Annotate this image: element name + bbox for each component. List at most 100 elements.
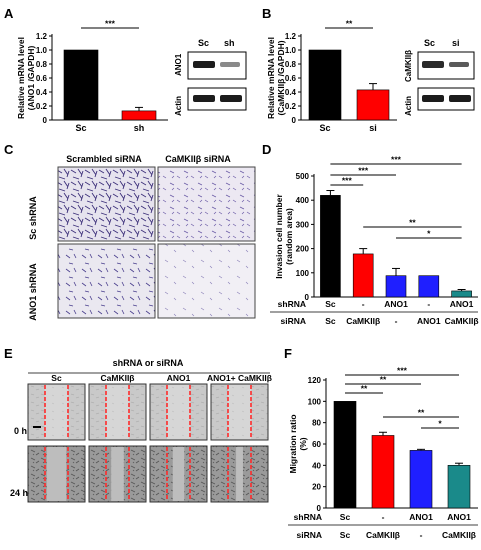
chart-d-tick-label: 400	[296, 196, 310, 205]
panel-f-shrna-value: ANO1	[409, 512, 433, 522]
panel-e-col-label: ANO1+ CaMKIIβ	[207, 373, 272, 383]
chart-a-ylabel-line2: (ANO1 /GAPDH)	[26, 45, 36, 110]
chart-f-bar	[333, 401, 357, 509]
chart-f-tick-label: 100	[308, 397, 322, 406]
panel-c-row-1: Sc shRNA	[28, 196, 38, 240]
panel-e-row-0h: 0 h	[14, 426, 27, 436]
chart-d-ylabel-line2: (random area)	[284, 208, 294, 265]
panel-d-sirna-value: -	[395, 316, 398, 326]
blot-a-lane-1: Sc	[198, 38, 209, 48]
chart-a-tick-label: 0	[43, 116, 48, 125]
blot-b-actin-box	[417, 87, 475, 111]
panel-f-sirna-value: -	[420, 530, 423, 540]
panel-f-sirna-value: CaMKIIβ	[442, 530, 476, 540]
chart-a-tick-label: 0.2	[36, 102, 48, 111]
panel-d-shrna-value: -	[362, 299, 365, 309]
chart-a-category-label: Sc	[75, 123, 86, 133]
chart-a-sig-label: ***	[105, 19, 116, 29]
panel-d: D 0 100 200 300 400 500 Invasion cell number (r…	[262, 142, 479, 326]
panel-d-sirna-value: ANO1	[417, 316, 441, 326]
blot-a-actin-sc	[193, 95, 215, 102]
panel-a-letter: A	[4, 6, 14, 21]
panel-e-wound-gap	[167, 385, 190, 439]
chart-d-tick-label: 0	[305, 293, 310, 302]
chart-f-sig-label: **	[418, 408, 425, 418]
panel-e-wound-gap	[106, 385, 129, 439]
blot-a-band-sc	[193, 61, 215, 68]
panel-e-wound-gap	[111, 447, 124, 501]
panel-a: A 0 0.2 0.4 0.6 0.8 1.0 1.2 Relative mRNA level…	[4, 6, 247, 133]
panel-c-row-2: ANO1 shRNA	[28, 263, 38, 321]
chart-a: 0 0.2 0.4 0.6 0.8 1.0 1.2 Relative mRNA level (A…	[16, 19, 168, 133]
chart-b-category-label: si	[369, 123, 377, 133]
chart-d-bar	[352, 253, 374, 298]
panel-a-blot: Sc sh ANO1 Actin	[174, 38, 247, 116]
chart-d-ylabel-line1: Invasion cell number	[274, 194, 284, 279]
chart-a-tick-label: 1.2	[36, 32, 48, 41]
blot-b-loading: Actin	[404, 96, 413, 116]
blot-b-band-sc	[422, 61, 444, 68]
panel-d-letter: D	[262, 142, 271, 157]
panel-d-treatment-table: Sc - ANO1 - ANO1 Sc CaMKIIβ - ANO1 CaMKIIβ	[325, 299, 478, 326]
chart-b-ylabel-line1: Relative mRNA level	[266, 37, 276, 119]
chart-d-sig-label: *	[427, 229, 431, 239]
panel-b: B 0 0.2 0.4 0.6 0.8 1.0 1.2 Relative mRNA level…	[262, 6, 475, 133]
chart-b-bar	[356, 89, 390, 121]
panel-d-shrna-value: Sc	[325, 299, 336, 309]
blot-b-lane-1: Sc	[424, 38, 435, 48]
chart-d-bar	[320, 195, 341, 298]
chart-a-tick-label: 0.4	[36, 88, 48, 97]
panel-b-blot: Sc si CaMKIIβ Actin	[404, 38, 475, 116]
chart-f-bar	[371, 435, 395, 509]
chart-b-tick-label: 0.6	[285, 74, 297, 83]
chart-f-bar	[409, 450, 433, 509]
panel-e-wound-gap	[45, 385, 68, 439]
panel-d-sirna-label: siRNA	[280, 316, 306, 326]
chart-a-tick-label: 0.8	[36, 60, 48, 69]
panel-e-wound-gap	[172, 447, 185, 501]
chart-d-tick-label: 300	[296, 220, 310, 229]
panel-e-col-label: Sc	[51, 373, 62, 383]
chart-d-sig-label: **	[409, 218, 416, 228]
panel-d-shrna-value: ANO1	[450, 299, 474, 309]
chart-f-sig-label: **	[380, 375, 387, 385]
panel-e-col-label: ANO1	[167, 373, 191, 383]
chart-b: 0 0.2 0.4 0.6 0.8 1.0 1.2 Relative mRNA level (C…	[266, 19, 397, 133]
chart-b-tick-label: 1.2	[285, 32, 297, 41]
chart-d-tick-label: 200	[296, 245, 310, 254]
chart-f-bar	[447, 465, 471, 509]
chart-b-tick-label: 1.0	[285, 46, 297, 55]
panel-e-header: shRNA or siRNA	[113, 358, 184, 368]
chart-d-bar	[451, 290, 472, 298]
blot-a-band-sh	[220, 62, 240, 67]
chart-f-sig-label: ***	[397, 366, 408, 376]
panel-d-shrna-value: ANO1	[384, 299, 408, 309]
panel-c-letter: C	[4, 142, 14, 157]
chart-f-tick-label: 0	[317, 504, 322, 513]
blot-a-lane-2: sh	[224, 38, 235, 48]
chart-b-tick-label: 0.4	[285, 88, 297, 97]
panel-c-image-sc-camk	[157, 166, 256, 242]
panel-f-sirna-label: siRNA	[296, 530, 322, 540]
panel-c-image-sc-scr	[57, 166, 156, 242]
panel-e-wound-images: Sc CaMKIIβ ANO1 ANO1+ CaMKIIβ	[27, 373, 272, 503]
chart-a-tick-label: 0.6	[36, 74, 48, 83]
panel-b-letter: B	[262, 6, 271, 21]
chart-d-tick-label: 100	[296, 269, 310, 278]
panel-c-col-2: CaMKIIβ siRNA	[165, 154, 231, 164]
chart-d-bar	[418, 275, 440, 298]
chart-f-tick-label: 120	[308, 376, 322, 385]
chart-f-ylabel-line2: (%)	[298, 437, 308, 450]
chart-b-bar	[308, 49, 342, 121]
chart-d-sig-label: ***	[358, 166, 369, 176]
panel-f-sirna-value: Sc	[340, 530, 351, 540]
panel-c: C Scrambled siRNA CaMKIIβ siRNA Sc shRNA…	[4, 142, 256, 321]
panel-d-sirna-value: CaMKIIβ	[346, 316, 380, 326]
panel-e-wound-gap	[46, 447, 67, 501]
chart-b-tick-label: 0.2	[285, 102, 297, 111]
panel-e-wound-gap	[236, 447, 243, 501]
chart-f-sig-label: **	[361, 384, 368, 394]
